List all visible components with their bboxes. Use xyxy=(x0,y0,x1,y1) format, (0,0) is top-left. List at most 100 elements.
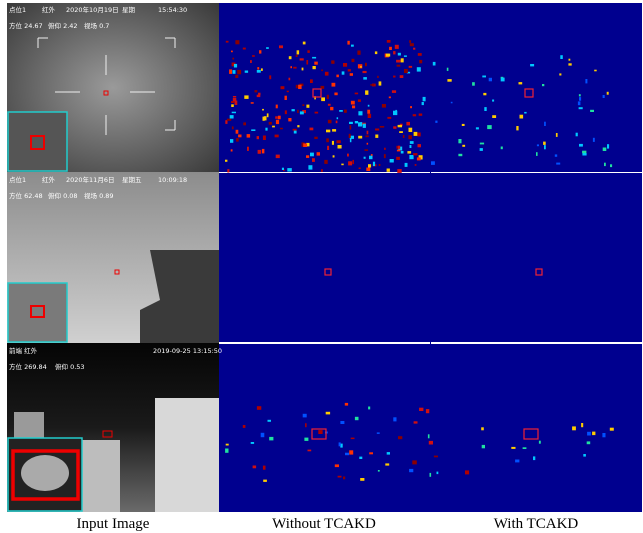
heat-spot xyxy=(373,162,375,166)
heat-spot xyxy=(587,441,591,444)
heat-spot xyxy=(375,51,377,54)
heat-spot xyxy=(267,113,269,117)
heat-spot xyxy=(542,84,544,86)
heat-spot xyxy=(342,71,345,74)
heat-spot xyxy=(225,449,228,453)
inset-target xyxy=(21,455,69,491)
heat-spot xyxy=(400,75,404,78)
heat-spot xyxy=(243,425,246,428)
heat-spot xyxy=(579,144,583,147)
heat-spot xyxy=(501,78,505,82)
caption: Input Image xyxy=(77,516,150,532)
heat-spot xyxy=(451,102,453,104)
heat-spot xyxy=(409,128,413,132)
heat-spot xyxy=(524,112,526,114)
heat-spot xyxy=(303,143,307,147)
heat-spot xyxy=(543,142,546,145)
heat-spot xyxy=(472,82,475,86)
overlay-text: 方位 24.67 xyxy=(9,21,43,30)
heat-spot xyxy=(305,423,307,427)
heat-spot xyxy=(458,139,461,143)
heat-spot xyxy=(568,63,571,65)
heat-spot xyxy=(462,145,465,147)
heat-spot xyxy=(396,157,400,160)
heat-spot xyxy=(339,110,343,112)
heat-spot xyxy=(278,116,281,120)
heat-spot xyxy=(324,160,327,164)
heat-spot xyxy=(293,129,297,131)
heat-spot xyxy=(290,66,292,68)
heat-spot xyxy=(312,57,316,59)
heat-spot xyxy=(261,68,263,71)
heat-spot xyxy=(593,138,595,142)
heat-spot xyxy=(398,146,400,149)
heat-spot xyxy=(280,128,283,130)
heat-spot xyxy=(257,95,261,97)
heat-spot xyxy=(257,70,261,73)
heat-spot xyxy=(430,473,432,477)
heat-spot xyxy=(344,110,347,113)
heat-spot xyxy=(419,114,423,116)
heat-spot xyxy=(393,417,396,421)
heat-spot xyxy=(357,51,360,55)
heat-spot xyxy=(363,71,367,73)
heat-spot xyxy=(590,110,594,112)
heat-spot xyxy=(326,412,330,415)
heat-spot xyxy=(410,141,414,144)
heat-spot xyxy=(349,122,353,124)
heat-spot xyxy=(285,110,287,114)
heat-spot xyxy=(382,104,386,108)
heat-spot xyxy=(379,164,381,166)
heat-spot xyxy=(304,438,308,441)
heat-spot xyxy=(536,152,538,156)
heat-spot xyxy=(390,159,394,163)
heat-spot xyxy=(465,470,469,474)
heat-spot xyxy=(417,133,420,137)
heat-spot xyxy=(340,421,344,424)
overlay-text: 点位1 xyxy=(9,175,26,184)
heat-spot xyxy=(582,153,586,156)
heat-spot xyxy=(233,96,236,98)
heat-spot xyxy=(262,109,264,111)
heat-spot xyxy=(408,135,412,139)
heat-spot xyxy=(235,101,238,105)
heat-spot xyxy=(330,107,333,110)
heat-spot xyxy=(360,66,362,68)
heat-spot xyxy=(607,144,609,148)
heat-spot xyxy=(556,133,558,137)
heat-spot xyxy=(610,428,614,431)
heat-spot xyxy=(419,60,422,63)
heat-spot xyxy=(385,463,389,465)
heat-spot xyxy=(247,134,251,138)
heat-spot xyxy=(419,408,423,411)
heat-spot xyxy=(516,126,518,130)
heat-spot xyxy=(393,76,395,78)
overlay-text: 2020年10月19日 xyxy=(66,5,119,14)
heat-spot xyxy=(297,125,299,127)
heat-spot xyxy=(426,409,429,413)
heat-spot xyxy=(347,154,349,157)
heat-spot xyxy=(447,68,449,71)
heat-spot xyxy=(559,73,561,75)
heat-spot xyxy=(417,67,421,71)
heat-spot xyxy=(397,65,401,67)
heat-spot xyxy=(378,470,380,472)
heat-spot xyxy=(302,104,304,106)
heat-spot xyxy=(257,67,259,70)
heat-spot xyxy=(384,154,386,158)
heat-spot xyxy=(275,116,278,119)
heat-spot xyxy=(232,126,234,129)
heat-spot xyxy=(560,55,563,59)
heat-spot xyxy=(367,131,369,135)
heat-spot xyxy=(592,432,595,436)
heat-spot xyxy=(350,138,352,142)
heat-spot xyxy=(312,158,315,162)
heat-spot xyxy=(358,111,362,115)
heat-spot xyxy=(226,41,229,43)
heat-spot xyxy=(407,151,411,154)
heat-spot xyxy=(544,122,546,126)
heat-spot xyxy=(269,122,272,125)
heat-spot xyxy=(336,75,339,78)
heat-spot xyxy=(264,116,267,120)
heat-spot xyxy=(345,403,348,406)
